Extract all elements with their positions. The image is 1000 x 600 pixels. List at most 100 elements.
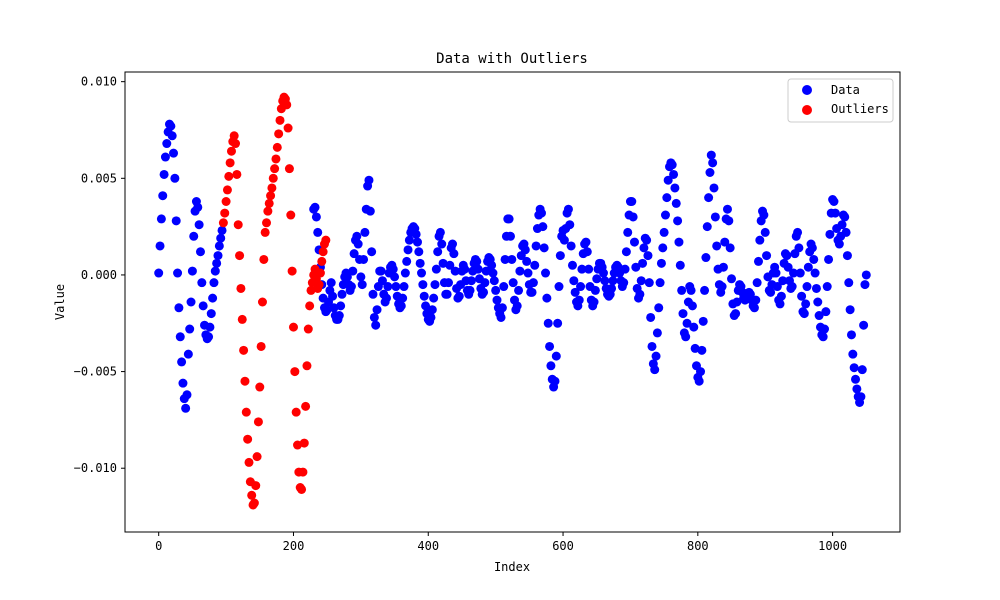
- data-point: [178, 378, 188, 388]
- data-point: [829, 197, 839, 206]
- data-point: [391, 282, 401, 292]
- data-point: [527, 287, 537, 297]
- outliers-point: [264, 198, 274, 208]
- data-point: [507, 254, 517, 264]
- outliers-point: [297, 484, 307, 494]
- data-point: [155, 241, 165, 251]
- data-point: [206, 309, 216, 319]
- outliers-point: [274, 129, 284, 139]
- data-point: [553, 318, 563, 328]
- y-tick-label: 0.005: [81, 171, 117, 185]
- data-point: [369, 312, 379, 322]
- data-point: [608, 276, 618, 286]
- data-point: [810, 268, 820, 278]
- legend: Data Outliers: [787, 78, 894, 123]
- data-point: [771, 268, 781, 278]
- data-point: [450, 266, 460, 276]
- data-point: [499, 282, 509, 292]
- data-point: [372, 305, 382, 315]
- data-point: [789, 268, 799, 278]
- x-tick-label: 200: [283, 539, 305, 553]
- outliers-point: [236, 283, 246, 293]
- y-tick-label: −0.005: [74, 365, 117, 379]
- data-point: [449, 249, 459, 259]
- data-point: [399, 282, 409, 292]
- data-point: [801, 299, 811, 309]
- data-point: [644, 278, 654, 288]
- outliers-point: [226, 146, 236, 156]
- legend-marker-data: [802, 85, 812, 95]
- data-point: [592, 274, 602, 284]
- data-point: [642, 235, 652, 245]
- data-point: [158, 191, 168, 201]
- data-point: [845, 305, 855, 315]
- data-point: [528, 278, 538, 288]
- data-point: [170, 173, 180, 183]
- data-point: [718, 262, 728, 272]
- data-point: [213, 251, 223, 261]
- data-point: [313, 227, 323, 237]
- outliers-point: [270, 164, 280, 174]
- outliers-point: [235, 251, 245, 261]
- data-point: [577, 264, 587, 274]
- data-point: [813, 297, 823, 307]
- outliers-point: [231, 139, 241, 149]
- data-point: [674, 237, 684, 247]
- x-tick-label: 1000: [818, 539, 847, 553]
- data-point: [472, 256, 482, 266]
- outliers-point: [220, 208, 230, 218]
- data-point: [398, 293, 408, 303]
- data-point: [762, 251, 772, 261]
- data-point: [505, 231, 515, 241]
- data-point: [565, 220, 575, 230]
- data-point: [489, 276, 499, 286]
- data-point: [182, 390, 192, 400]
- data-point: [504, 214, 514, 224]
- data-point: [522, 256, 532, 266]
- y-tick-label: −0.010: [74, 461, 117, 475]
- legend-label-data: Data: [831, 83, 860, 97]
- outliers-point: [251, 481, 261, 491]
- data-point: [775, 299, 785, 309]
- data-point: [669, 169, 679, 179]
- data-point: [166, 121, 176, 131]
- data-point: [682, 318, 692, 328]
- data-point: [445, 260, 455, 270]
- data-point: [589, 297, 599, 307]
- outliers-point: [302, 361, 312, 371]
- data-point: [454, 291, 464, 301]
- data-point: [492, 295, 502, 305]
- data-point: [778, 276, 788, 286]
- outliers-point: [271, 154, 281, 164]
- data-point: [538, 222, 548, 232]
- data-point: [590, 285, 600, 295]
- outliers-point: [224, 171, 234, 181]
- data-point: [364, 175, 374, 185]
- data-point: [667, 160, 677, 170]
- outliers-point: [321, 235, 331, 245]
- data-point: [187, 266, 197, 276]
- outliers-point: [267, 183, 277, 193]
- outliers-point: [303, 324, 313, 334]
- data-point: [662, 193, 672, 203]
- data-point: [722, 204, 732, 214]
- data-point: [861, 270, 871, 280]
- x-tick-label: 0: [155, 539, 162, 553]
- data-point: [639, 243, 649, 253]
- outliers-point: [298, 467, 308, 477]
- data-point: [520, 245, 530, 255]
- x-tick-label: 400: [417, 539, 439, 553]
- outliers-point: [291, 407, 301, 417]
- data-point: [381, 293, 391, 303]
- outliers-point: [314, 280, 324, 290]
- data-point: [466, 276, 476, 286]
- data-point: [581, 237, 591, 247]
- data-point: [848, 349, 858, 359]
- data-point: [205, 322, 215, 332]
- data-point: [396, 301, 406, 311]
- data-point: [638, 258, 648, 268]
- data-point: [365, 206, 375, 216]
- outliers-point: [318, 247, 328, 257]
- data-point: [660, 210, 670, 220]
- data-point: [349, 249, 359, 259]
